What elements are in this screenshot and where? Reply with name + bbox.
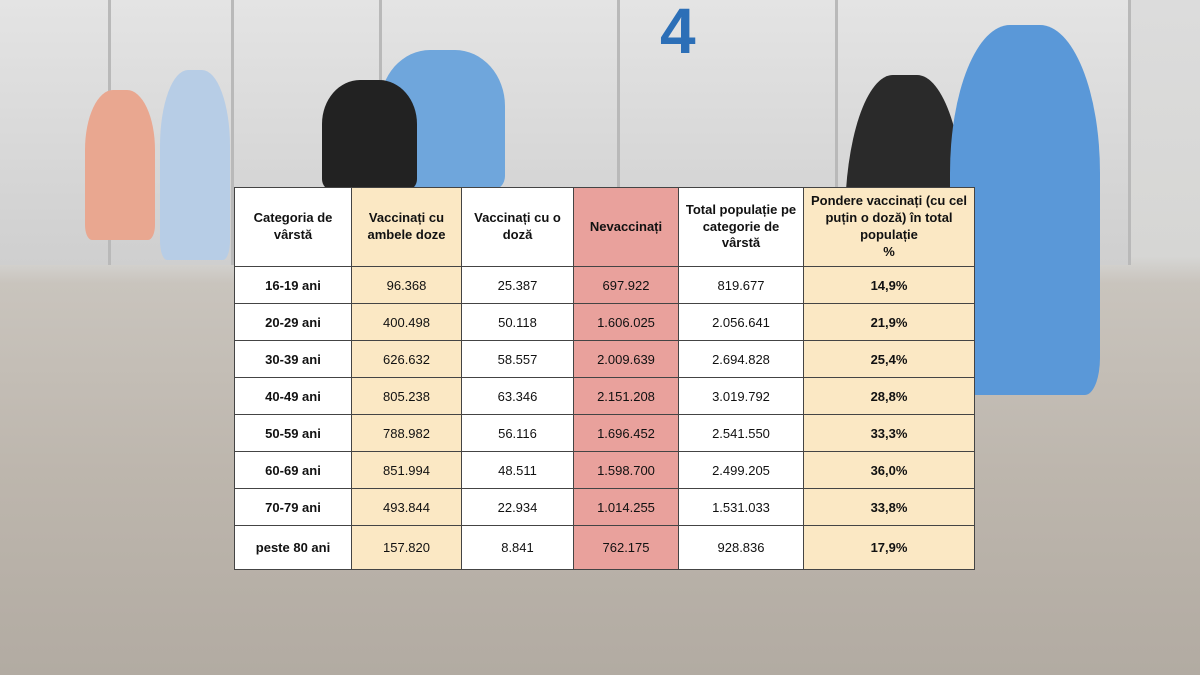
cell: 2.009.639 [573,340,679,378]
cell: 1.014.255 [573,488,679,526]
cell: 1.531.033 [678,488,804,526]
table-row: 50-59 ani 788.982 56.116 1.696.452 2.541.550… [234,414,975,452]
table-row: 30-39 ani 626.632 58.557 2.009.639 2.694.828… [234,340,975,378]
cell: 20-29 ani [234,303,352,341]
cell: 1.598.700 [573,451,679,489]
cell: 626.632 [351,340,462,378]
cell: 33,3% [803,414,975,452]
header-cell: Total populație pe categorie de vârstă [678,187,804,267]
cell: 25,4% [803,340,975,378]
table-row: 70-79 ani 493.844 22.934 1.014.255 1.531.033… [234,488,975,526]
nurse [160,70,230,260]
cell: 493.844 [351,488,462,526]
cell: 1.696.452 [573,414,679,452]
cell: 1.606.025 [573,303,679,341]
vaccination-table: Categoria de vârstă Vaccinați cu ambele d… [234,187,975,570]
cell: 157.820 [351,525,462,570]
cell: 70-79 ani [234,488,352,526]
header-row: Categoria de vârstă Vaccinați cu ambele d… [234,187,975,267]
cell: 40-49 ani [234,377,352,415]
cell: 30-39 ani [234,340,352,378]
header-cell: Vaccinați cu o doză [461,187,574,267]
patient [322,80,417,190]
table-row: 60-69 ani 851.994 48.511 1.598.700 2.499.205… [234,451,975,489]
cell: 22.934 [461,488,574,526]
cell: 3.019.792 [678,377,804,415]
cell: 21,9% [803,303,975,341]
cell: 25.387 [461,266,574,304]
header-cell: Vaccinați cu ambele doze [351,187,462,267]
cell: 762.175 [573,525,679,570]
cell: 28,8% [803,377,975,415]
nurse [950,25,1100,395]
cell: peste 80 ani [234,525,352,570]
cell: 400.498 [351,303,462,341]
cell: 8.841 [461,525,574,570]
header-cell: Nevaccinați [573,187,679,267]
cell: 63.346 [461,377,574,415]
cell: 56.116 [461,414,574,452]
cell: 805.238 [351,377,462,415]
cell: 2.056.641 [678,303,804,341]
booth-number: 4 [660,0,696,67]
cell: 14,9% [803,266,975,304]
cell: 50.118 [461,303,574,341]
header-cell: Categoria de vârstă [234,187,352,267]
cell: 96.368 [351,266,462,304]
header-cell: Pondere vaccinați (cu cel puțin o doză) … [803,187,975,267]
table-row: 40-49 ani 805.238 63.346 2.151.208 3.019.792… [234,377,975,415]
cell: 17,9% [803,525,975,570]
cell: 2.541.550 [678,414,804,452]
cell: 60-69 ani [234,451,352,489]
cell: 788.982 [351,414,462,452]
cell: 33,8% [803,488,975,526]
cell: 16-19 ani [234,266,352,304]
table-row: peste 80 ani 157.820 8.841 762.175 928.836 17… [234,525,975,570]
cell: 2.499.205 [678,451,804,489]
table-row: 16-19 ani 96.368 25.387 697.922 819.677 14,9% [234,266,975,304]
cell: 58.557 [461,340,574,378]
cell: 697.922 [573,266,679,304]
table-row: 20-29 ani 400.498 50.118 1.606.025 2.056.641… [234,303,975,341]
cell: 50-59 ani [234,414,352,452]
cell: 36,0% [803,451,975,489]
cell: 928.836 [678,525,804,570]
cell: 819.677 [678,266,804,304]
cell: 2.151.208 [573,377,679,415]
patient [85,90,155,240]
cell: 48.511 [461,451,574,489]
cell: 2.694.828 [678,340,804,378]
cell: 851.994 [351,451,462,489]
